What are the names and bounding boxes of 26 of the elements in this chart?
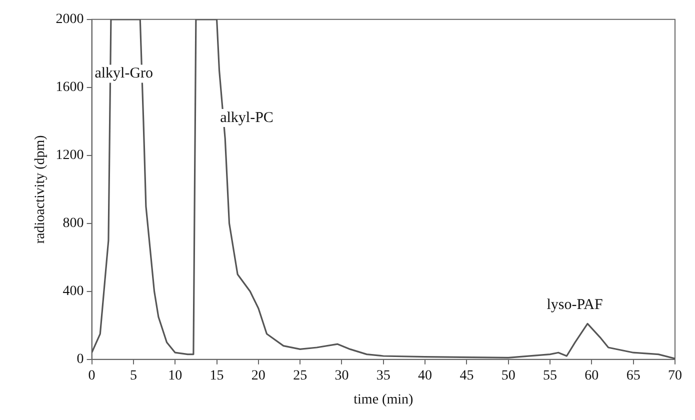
y-tick-label: 400: [62, 284, 84, 300]
x-tick-label: 15: [210, 368, 224, 384]
x-tick-label: 25: [293, 368, 308, 384]
x-tick-label: 35: [376, 368, 390, 384]
x-tick-label: 45: [460, 368, 474, 384]
y-tick-label: 1600: [56, 80, 84, 96]
x-tick-label: 65: [626, 368, 640, 384]
x-tick-label: 20: [251, 368, 266, 384]
x-tick-label: 40: [418, 368, 432, 384]
y-axis-title: radioactivity (dpm): [33, 134, 48, 244]
y-tick-label: 2000: [56, 12, 84, 28]
x-tick-label: 5: [130, 368, 137, 384]
x-tick-label: 30: [334, 368, 349, 384]
y-tick-label: 0: [76, 352, 84, 368]
annotation: lyso-PAF: [546, 296, 603, 313]
x-tick-label: 70: [668, 368, 682, 384]
x-tick-label: 0: [88, 368, 96, 384]
annotation: alkyl-PC: [220, 110, 274, 126]
y-tick-label: 800: [62, 216, 84, 232]
x-tick-label: 60: [584, 368, 599, 384]
x-tick-label: 55: [543, 368, 558, 384]
x-axis-title: time (min): [354, 392, 414, 408]
annotation: alkyl-Gro: [94, 66, 154, 82]
y-tick-label: 1200: [56, 148, 84, 164]
x-tick-label: 50: [501, 368, 516, 384]
x-tick-label: 10: [168, 368, 182, 384]
